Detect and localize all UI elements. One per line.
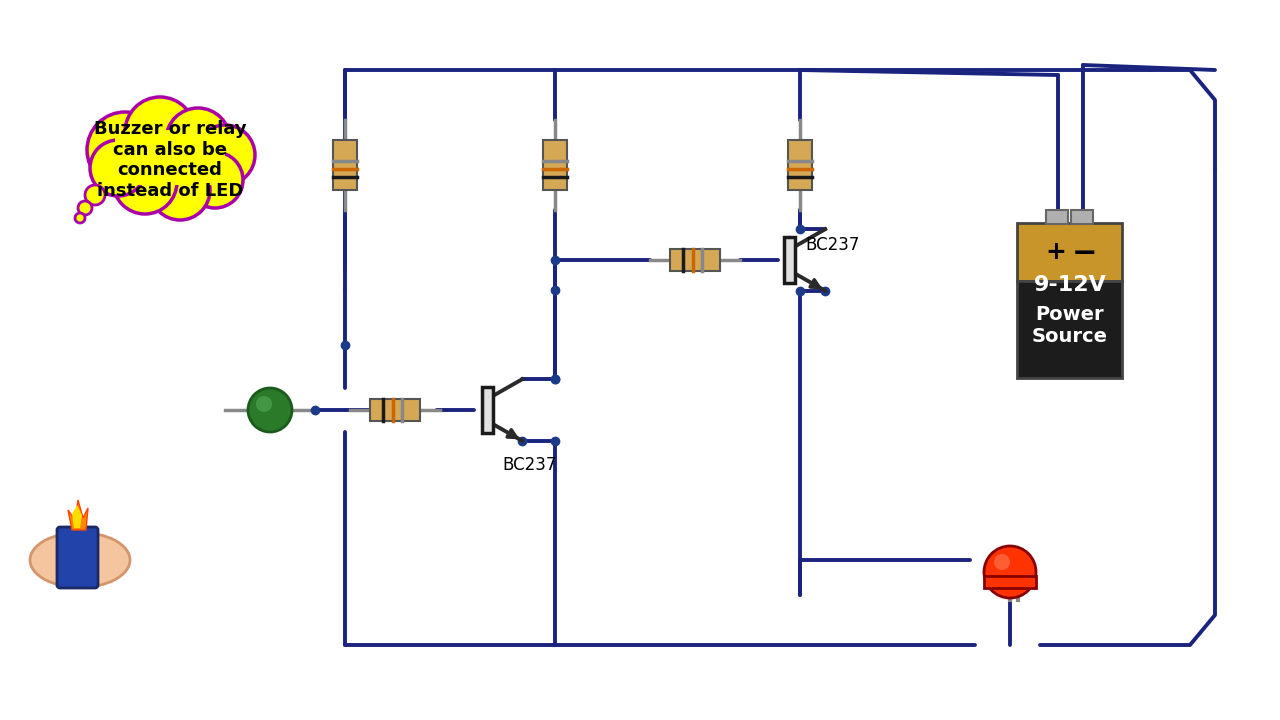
Circle shape	[256, 396, 273, 412]
Circle shape	[248, 388, 292, 432]
Circle shape	[84, 185, 105, 205]
Polygon shape	[68, 500, 88, 530]
FancyBboxPatch shape	[1018, 222, 1123, 282]
Circle shape	[76, 213, 84, 223]
Circle shape	[995, 554, 1010, 570]
Ellipse shape	[29, 533, 131, 588]
Polygon shape	[72, 505, 82, 528]
Text: BC237: BC237	[805, 236, 859, 254]
FancyBboxPatch shape	[1047, 210, 1069, 223]
Circle shape	[195, 125, 255, 185]
FancyBboxPatch shape	[115, 130, 225, 185]
Circle shape	[984, 546, 1036, 598]
FancyBboxPatch shape	[671, 249, 719, 271]
Circle shape	[90, 140, 146, 196]
Circle shape	[87, 112, 163, 188]
Text: 9-12V: 9-12V	[1033, 275, 1106, 295]
Bar	[481, 387, 493, 433]
Bar	[984, 576, 1036, 588]
Text: +: +	[1044, 240, 1066, 264]
Text: Power
Source: Power Source	[1032, 305, 1108, 346]
FancyBboxPatch shape	[370, 399, 420, 421]
Text: BC237: BC237	[502, 456, 557, 474]
FancyBboxPatch shape	[788, 140, 812, 190]
FancyBboxPatch shape	[333, 140, 357, 190]
FancyBboxPatch shape	[1018, 282, 1123, 377]
Circle shape	[125, 97, 195, 167]
FancyBboxPatch shape	[1071, 210, 1093, 223]
Circle shape	[187, 152, 243, 208]
Circle shape	[150, 160, 210, 220]
Text: Buzzer or relay
can also be
connected
instead of LED: Buzzer or relay can also be connected in…	[93, 120, 246, 200]
Text: −: −	[1071, 240, 1097, 269]
FancyBboxPatch shape	[543, 140, 567, 190]
FancyBboxPatch shape	[58, 527, 99, 588]
Circle shape	[113, 150, 177, 214]
Bar	[785, 237, 795, 283]
Circle shape	[166, 108, 230, 172]
Circle shape	[78, 201, 92, 215]
